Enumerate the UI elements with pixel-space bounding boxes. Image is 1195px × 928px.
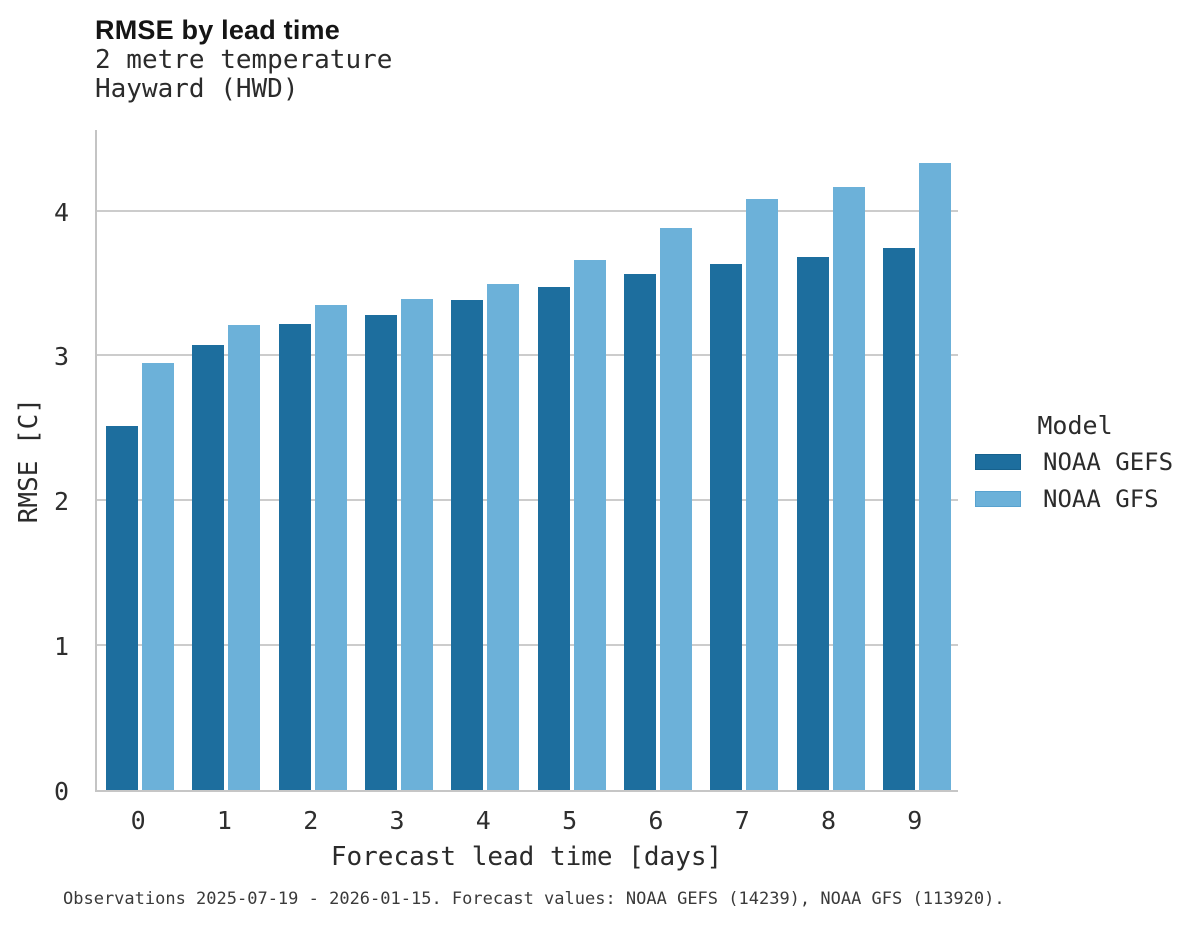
chart-subtitle-station: Hayward (HWD) bbox=[95, 74, 299, 104]
bar-group-day-2 bbox=[270, 305, 356, 790]
gridline-y-1 bbox=[97, 644, 958, 647]
x-tick-4: 4 bbox=[475, 806, 491, 835]
bar-noaa-gfs-day-7 bbox=[746, 199, 779, 790]
legend: Model NOAA GEFS NOAA GFS bbox=[975, 410, 1175, 516]
bar-group-day-6 bbox=[615, 228, 701, 790]
chart-title: RMSE by lead time bbox=[95, 15, 340, 45]
x-tick-1: 1 bbox=[216, 806, 232, 835]
bar-noaa-gfs-day-8 bbox=[832, 187, 865, 790]
y-tick-1: 1 bbox=[53, 632, 69, 662]
gridline-y-2 bbox=[97, 499, 958, 502]
bar-group-day-8 bbox=[787, 187, 873, 790]
y-tick-0: 0 bbox=[53, 777, 69, 806]
bar-noaa-gfs-day-5 bbox=[573, 260, 606, 790]
bar-group-day-1 bbox=[183, 325, 269, 790]
bar-group-day-4 bbox=[442, 284, 528, 790]
y-tick-4: 4 bbox=[53, 197, 69, 227]
x-tick-7: 7 bbox=[734, 806, 750, 835]
legend-label-noaa-gefs: NOAA GEFS bbox=[1043, 447, 1174, 476]
bar-noaa-gfs-day-6 bbox=[659, 228, 692, 790]
gridline-y-4 bbox=[97, 209, 958, 212]
legend-entry-noaa-gfs: NOAA GFS bbox=[975, 481, 1175, 516]
y-tick-3: 3 bbox=[53, 342, 69, 372]
bar-noaa-gefs-day-9 bbox=[882, 248, 915, 790]
legend-label-noaa-gfs: NOAA GFS bbox=[1043, 484, 1159, 513]
x-tick-0: 0 bbox=[130, 806, 146, 835]
bar-noaa-gefs-day-5 bbox=[537, 287, 570, 790]
bar-noaa-gefs-day-2 bbox=[278, 324, 311, 790]
x-tick-2: 2 bbox=[303, 806, 319, 835]
bar-noaa-gefs-day-0 bbox=[106, 426, 139, 790]
bar-group-day-0 bbox=[97, 363, 183, 790]
bar-noaa-gfs-day-4 bbox=[487, 284, 520, 790]
x-tick-5: 5 bbox=[562, 806, 578, 835]
legend-title: Model bbox=[1037, 411, 1113, 440]
chart-subtitle-variable: 2 metre temperature bbox=[95, 45, 393, 75]
bar-noaa-gfs-day-3 bbox=[401, 299, 434, 790]
caption: Observations 2025-07-19 - 2026-01-15. Fo… bbox=[63, 889, 1005, 909]
bar-noaa-gefs-day-1 bbox=[192, 345, 225, 790]
bar-group-day-3 bbox=[356, 299, 442, 790]
bar-noaa-gefs-day-4 bbox=[451, 300, 484, 790]
bar-noaa-gfs-day-1 bbox=[228, 325, 261, 790]
bar-noaa-gfs-day-9 bbox=[918, 163, 951, 790]
bar-noaa-gfs-day-0 bbox=[142, 363, 175, 790]
x-tick-6: 6 bbox=[648, 806, 664, 835]
bar-noaa-gefs-day-3 bbox=[365, 315, 398, 790]
gridline-y-3 bbox=[97, 354, 958, 357]
plot-area bbox=[95, 130, 958, 792]
legend-swatch-noaa-gfs bbox=[975, 490, 1021, 507]
x-axis-title: Forecast lead time [days] bbox=[330, 842, 723, 872]
x-tick-9: 9 bbox=[907, 806, 923, 835]
bar-noaa-gefs-day-6 bbox=[623, 274, 656, 790]
bar-noaa-gfs-day-2 bbox=[314, 305, 347, 790]
legend-swatch-noaa-gefs bbox=[975, 453, 1021, 470]
chart-header: RMSE by lead time 2 metre temperature Ha… bbox=[95, 14, 392, 104]
x-tick-8: 8 bbox=[821, 806, 837, 835]
bar-group-day-5 bbox=[529, 260, 615, 790]
bar-noaa-gefs-day-7 bbox=[710, 264, 743, 790]
bar-group-day-9 bbox=[874, 163, 960, 790]
x-tick-3: 3 bbox=[389, 806, 405, 835]
legend-entry-noaa-gefs: NOAA GEFS bbox=[975, 444, 1175, 479]
bar-group-day-7 bbox=[701, 199, 787, 790]
bar-noaa-gefs-day-8 bbox=[796, 257, 829, 790]
y-tick-2: 2 bbox=[53, 487, 69, 517]
